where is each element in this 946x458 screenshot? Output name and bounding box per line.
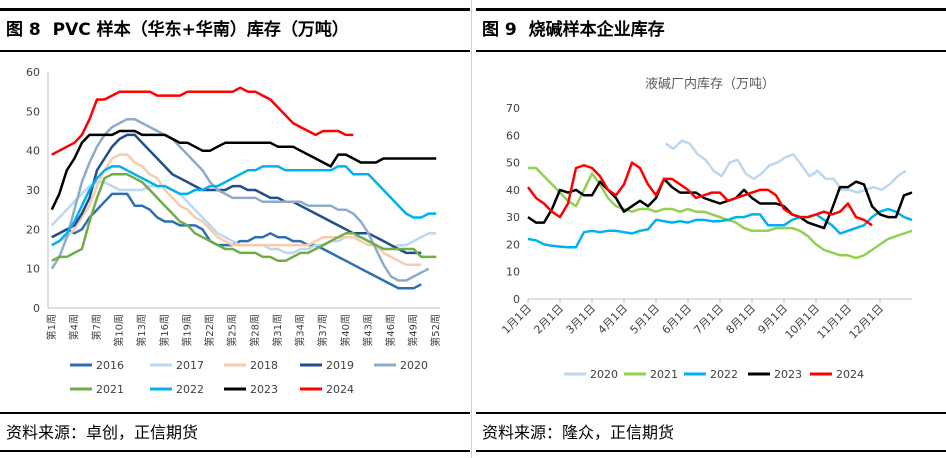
left-figure-number: 图 8 [6,20,41,40]
left-figure-text: PVC 样本（华东+华南）库存（万吨） [53,20,349,40]
right-source: 资料来源：隆众，正信期货 [476,412,946,452]
x-tick-label: 第19周 [180,314,193,347]
legend-label: 2017 [176,359,204,372]
left-figure-title: 图 8 PVC 样本（华东+华南）库存（万吨） [0,8,470,52]
legend-label: 2019 [326,359,354,372]
y-tick-label: 10 [26,263,40,276]
x-tick-label: 1月1日 [499,302,534,337]
legend-label: 2021 [96,383,124,396]
y-tick-label: 60 [26,66,40,79]
legend-label: 2020 [400,359,428,372]
legend-label: 2024 [326,383,354,396]
y-tick-label: 20 [506,238,520,251]
y-tick-label: 40 [506,184,520,197]
y-tick-label: 30 [506,211,520,224]
left-source: 资料来源：卓创，正信期货 [0,412,470,452]
series-line-2020 [666,141,906,193]
caustic-soda-inventory-chart: 液碱厂内库存（万吨） 0 10 20 30 40 50 60 70 1月1日2月1日3月1日4月1… [476,56,946,406]
x-tick-label: 第4周 [67,314,80,340]
legend-label: 2018 [250,359,278,372]
y-tick-label: 10 [506,266,520,279]
x-tick-label: 第7周 [90,314,103,340]
x-tick-label: 第25周 [226,314,239,347]
legend-label: 2022 [176,383,204,396]
series-line-2019 [52,135,421,253]
x-tick-label: 第37周 [316,314,329,347]
legend-label: 2021 [650,368,678,381]
x-tick-label: 10月1日 [783,302,823,342]
y-tick-label: 40 [26,145,40,158]
x-tick-label: 第16周 [158,314,171,347]
x-tick-label: 第1周 [45,314,58,340]
x-tick-label: 11月1日 [815,302,855,342]
x-tick-label: 8月1日 [723,302,758,337]
x-tick-label: 第13周 [135,314,148,347]
y-tick-label: 0 [513,293,520,306]
x-tick-label: 第52周 [429,314,442,347]
x-tick-label: 6月1日 [659,302,694,337]
right-figure-title: 图 9 烧碱样本企业库存 [476,8,946,52]
x-tick-label: 第10周 [113,314,126,347]
legend-label: 2024 [836,368,864,381]
x-tick-label: 12月1日 [847,302,887,342]
y-tick-label: 0 [33,302,40,315]
right-panel: 图 9 烧碱样本企业库存 液碱厂内库存（万吨） 0 10 20 30 40 50 60 70 1月… [476,0,946,458]
x-tick-label: 第43周 [361,314,374,347]
x-tick-label: 第49周 [407,314,420,347]
y-tick-label: 60 [506,129,520,142]
legend-label: 2016 [96,359,124,372]
y-tick-label: 30 [26,184,40,197]
x-tick-label: 第31周 [271,314,284,347]
panel-divider [471,0,472,458]
right-figure-text: 烧碱样本企业库存 [529,20,665,40]
legend-label: 2020 [590,368,618,381]
y-tick-label: 20 [26,223,40,236]
x-tick-label: 第34周 [294,314,307,347]
y-tick-label: 50 [506,157,520,170]
legend-label: 2023 [774,368,802,381]
x-tick-label: 2月1日 [531,302,566,337]
x-tick-label: 5月1日 [627,302,662,337]
y-tick-label: 70 [506,102,520,115]
x-tick-label: 第46周 [384,314,397,347]
x-tick-label: 3月1日 [563,302,598,337]
x-tick-label: 第28周 [248,314,261,347]
x-tick-label: 7月1日 [691,302,726,337]
right-figure-number: 图 9 [482,20,517,40]
legend-label: 2023 [250,383,278,396]
legend-label: 2022 [710,368,738,381]
series-line-2018 [52,155,421,265]
y-tick-label: 50 [26,105,40,118]
series-line-2022 [52,166,436,245]
left-panel: 图 8 PVC 样本（华东+华南）库存（万吨） 0 10 20 30 40 50 60 第1周… [0,0,470,458]
x-tick-label: 第22周 [203,314,216,347]
chart-title: 液碱厂内库存（万吨） [645,76,775,92]
x-tick-label: 第40周 [339,314,352,347]
x-tick-label: 4月1日 [595,302,630,337]
